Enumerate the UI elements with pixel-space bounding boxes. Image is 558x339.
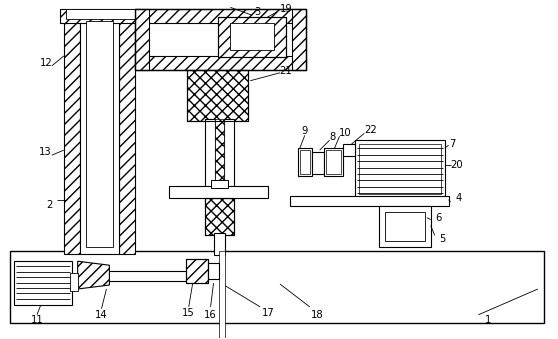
Bar <box>219 17 286 57</box>
Bar <box>344 144 355 156</box>
Text: 16: 16 <box>204 310 217 320</box>
Text: 22: 22 <box>364 125 377 135</box>
Bar <box>135 9 306 70</box>
Bar <box>85 21 113 247</box>
Text: 14: 14 <box>95 310 108 320</box>
Bar <box>219 251 225 339</box>
Bar <box>205 198 234 236</box>
Bar <box>379 206 431 247</box>
Text: 2: 2 <box>47 200 53 210</box>
Bar <box>60 9 141 23</box>
Bar <box>210 180 228 188</box>
Text: 18: 18 <box>311 310 324 320</box>
Bar <box>214 119 224 189</box>
Text: 6: 6 <box>435 213 442 223</box>
Bar <box>135 9 306 23</box>
Bar <box>14 261 72 305</box>
Bar <box>205 119 214 189</box>
Bar <box>326 150 341 174</box>
Text: 10: 10 <box>339 128 352 138</box>
Text: 4: 4 <box>455 193 461 203</box>
Bar <box>10 251 544 323</box>
Bar <box>355 140 445 198</box>
Bar <box>224 119 234 189</box>
Text: 11: 11 <box>31 315 44 325</box>
Text: 1: 1 <box>485 315 492 325</box>
Text: 3: 3 <box>254 7 260 17</box>
Text: 13: 13 <box>39 147 51 157</box>
Text: 15: 15 <box>182 308 195 318</box>
Bar <box>169 186 268 198</box>
Bar <box>359 144 441 194</box>
Text: 5: 5 <box>440 235 446 244</box>
Bar <box>205 198 234 236</box>
Bar <box>298 148 312 176</box>
Bar <box>187 70 248 121</box>
Bar <box>186 259 208 283</box>
Polygon shape <box>78 261 109 289</box>
Text: 12: 12 <box>40 58 52 68</box>
Bar <box>290 196 449 206</box>
Bar <box>208 263 219 279</box>
Bar <box>66 9 135 19</box>
Text: 7: 7 <box>449 139 456 149</box>
Bar <box>135 56 306 70</box>
Bar <box>219 17 286 57</box>
Bar <box>119 16 135 254</box>
Bar <box>214 234 225 255</box>
Bar <box>80 16 119 254</box>
Text: 8: 8 <box>329 132 336 142</box>
Bar <box>300 150 310 174</box>
Bar <box>312 152 324 174</box>
Bar <box>230 23 274 50</box>
Text: 9: 9 <box>302 126 308 136</box>
Bar <box>324 148 344 176</box>
Text: 21: 21 <box>280 66 292 76</box>
Text: 17: 17 <box>262 308 275 318</box>
Bar <box>70 273 78 291</box>
Bar <box>135 9 149 70</box>
Text: 19: 19 <box>280 4 292 14</box>
Bar <box>186 259 208 283</box>
Bar <box>64 16 80 254</box>
Bar <box>187 70 248 121</box>
Bar <box>385 212 425 241</box>
Text: 20: 20 <box>450 160 463 170</box>
Bar <box>292 9 306 70</box>
